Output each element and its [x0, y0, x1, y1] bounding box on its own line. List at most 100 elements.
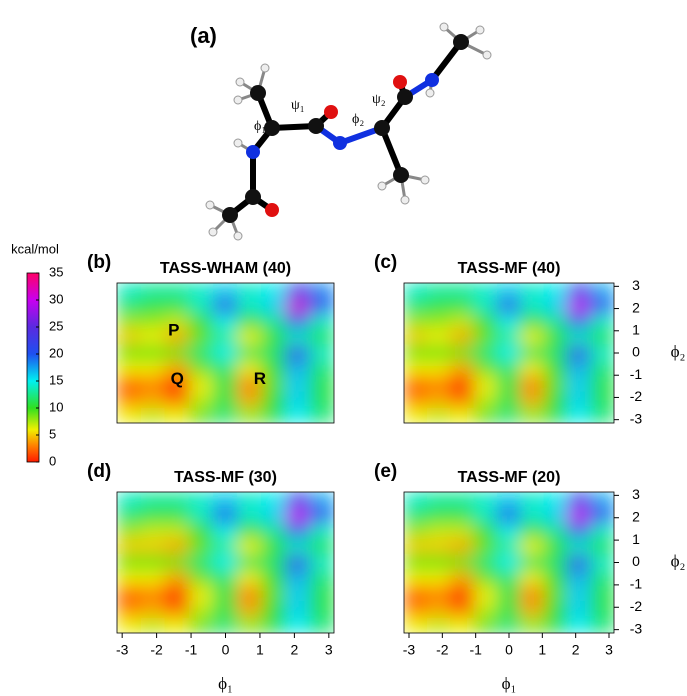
heatmap-cell — [309, 345, 334, 362]
heatmap-cell — [450, 586, 474, 603]
heatmap-cell — [117, 329, 142, 346]
heatmap-cell — [427, 376, 451, 393]
y-tick-label: 2 — [632, 508, 640, 524]
heatmap-cell — [165, 523, 190, 540]
heatmap-cell — [450, 345, 474, 362]
heatmap-cell — [237, 298, 262, 315]
heatmap-cell — [117, 601, 142, 618]
heatmap-cell — [309, 283, 334, 300]
heatmap-cell — [404, 523, 428, 540]
heatmap-cell — [590, 601, 614, 618]
heatmap-cell — [567, 283, 591, 300]
x-tick-label: 2 — [572, 642, 580, 658]
heatmap-cell — [590, 376, 614, 393]
heatmap-cell — [404, 507, 428, 524]
heatmap-cell — [117, 314, 142, 331]
panel-title: TASS-MF (20) — [458, 469, 561, 486]
heatmap-cell — [520, 407, 544, 424]
heatmap-cell — [237, 345, 262, 362]
heatmap-cell — [189, 601, 214, 618]
colorbar-tick-label: 0 — [49, 453, 56, 468]
heatmap-cell — [309, 570, 334, 587]
colorbar-tick-label: 25 — [49, 318, 63, 333]
heatmap-cell — [497, 492, 521, 509]
heatmap-cell — [497, 298, 521, 315]
heatmap-cell — [165, 345, 190, 362]
heatmap-cell — [404, 391, 428, 408]
heatmap-cell — [450, 507, 474, 524]
heatmap-cell — [450, 523, 474, 540]
heatmap-cell — [189, 554, 214, 571]
heatmap-cell — [544, 314, 568, 331]
heatmap-cell — [497, 570, 521, 587]
colorbar-tick-label: 15 — [49, 372, 63, 387]
x-tick-label: -1 — [469, 642, 482, 658]
heatmap-cell — [427, 492, 451, 509]
heatmap-cell — [165, 391, 190, 408]
heatmap-cell — [590, 298, 614, 315]
heatmap-cell — [237, 391, 262, 408]
heatmap-cell — [590, 329, 614, 346]
heatmap-cell — [285, 523, 310, 540]
heatmap-cell — [237, 586, 262, 603]
heatmap-cell — [141, 376, 166, 393]
heatmap-cell — [404, 554, 428, 571]
heatmap-cell — [520, 345, 544, 362]
heatmap-cell — [165, 283, 190, 300]
heatmap-cell — [117, 492, 142, 509]
heatmap-cell — [497, 586, 521, 603]
heatmap-cell — [497, 391, 521, 408]
heatmap-cell — [189, 283, 214, 300]
heatmap-cell — [261, 329, 286, 346]
heatmap-cell — [285, 407, 310, 424]
heatmap-cell — [165, 554, 190, 571]
panel-title: TASS-MF (30) — [174, 469, 277, 486]
heatmap-cell — [497, 329, 521, 346]
heatmap-cell — [544, 617, 568, 634]
heatmap-cell — [309, 507, 334, 524]
heatmap-cell — [427, 586, 451, 603]
heatmap-cell — [544, 601, 568, 618]
y-tick-label: 0 — [632, 344, 640, 360]
heatmap-cell — [285, 617, 310, 634]
heatmap-cell — [165, 407, 190, 424]
heatmap-cell — [427, 507, 451, 524]
heatmap-cell — [141, 617, 166, 634]
heatmap-cell — [544, 523, 568, 540]
colorbar-tick-label: 30 — [49, 291, 63, 306]
x-tick-label: -2 — [436, 642, 449, 658]
y-tick-label: 0 — [632, 553, 640, 569]
heatmap-cell — [544, 391, 568, 408]
y-tick-label: 2 — [632, 299, 640, 315]
heatmap-cell — [404, 329, 428, 346]
heatmap-cell — [427, 407, 451, 424]
heatmap-cell — [213, 345, 238, 362]
x-tick-label: 1 — [538, 642, 546, 658]
heatmap-cell — [261, 391, 286, 408]
heatmap-cell — [189, 523, 214, 540]
heatmap-cell — [450, 601, 474, 618]
heatmap-cell — [261, 539, 286, 556]
heatmap-cell — [189, 345, 214, 362]
heatmap-cell — [404, 617, 428, 634]
heatmap-cell — [520, 586, 544, 603]
heatmap-cell — [520, 314, 544, 331]
heatmap-cell — [237, 523, 262, 540]
heatmap-cell — [261, 314, 286, 331]
heatmap — [404, 283, 615, 424]
heatmap-cell — [567, 492, 591, 509]
y-tick-label: -3 — [630, 410, 643, 426]
y-tick-label: 1 — [632, 531, 640, 547]
heatmap-cell — [213, 570, 238, 587]
heatmap-cell — [404, 570, 428, 587]
heatmap-cell — [309, 539, 334, 556]
heatmap-cell — [117, 407, 142, 424]
heatmap-cell — [567, 391, 591, 408]
heatmap-cell — [404, 586, 428, 603]
heatmap-cell — [237, 554, 262, 571]
heatmap-cell — [450, 360, 474, 377]
heatmap-cell — [141, 360, 166, 377]
heatmap-cell — [567, 360, 591, 377]
y-tick-label: 3 — [632, 277, 640, 293]
heatmap-cell — [474, 283, 498, 300]
